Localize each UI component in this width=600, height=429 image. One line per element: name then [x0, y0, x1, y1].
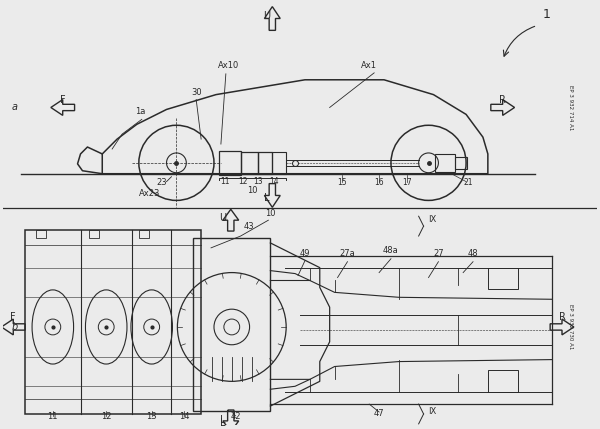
Text: b: b	[11, 322, 17, 332]
Text: F: F	[60, 94, 65, 105]
Text: EP 3 932 730 A1: EP 3 932 730 A1	[568, 304, 574, 350]
Text: 10: 10	[265, 209, 275, 218]
Text: 12: 12	[101, 412, 112, 421]
Text: 17: 17	[402, 178, 412, 187]
Text: L: L	[220, 415, 226, 425]
Text: 12: 12	[238, 177, 247, 186]
Bar	[89, 230, 99, 238]
Text: a: a	[11, 103, 17, 112]
Bar	[259, 152, 272, 174]
Text: 48: 48	[468, 249, 478, 258]
Text: 27: 27	[433, 249, 444, 258]
Text: 15: 15	[337, 178, 346, 187]
Text: L: L	[220, 418, 226, 428]
Text: IX: IX	[428, 407, 437, 416]
Bar	[36, 230, 46, 238]
Text: U: U	[263, 11, 270, 21]
Text: 11: 11	[47, 412, 58, 421]
Text: 21: 21	[463, 178, 473, 187]
Text: 14: 14	[269, 177, 279, 186]
Bar	[219, 151, 241, 175]
Text: R: R	[559, 312, 565, 322]
Text: L: L	[263, 193, 269, 203]
Bar	[488, 268, 518, 290]
Text: 14: 14	[179, 412, 190, 421]
Bar	[25, 230, 201, 414]
Text: 10: 10	[247, 187, 258, 196]
Text: 13: 13	[254, 177, 263, 186]
Bar	[193, 238, 271, 411]
Text: Ax1: Ax1	[361, 61, 377, 70]
Text: EP 3 932 714 A1: EP 3 932 714 A1	[568, 85, 574, 130]
Text: R: R	[499, 94, 506, 105]
Text: 30: 30	[191, 88, 202, 97]
Bar	[488, 371, 518, 392]
Text: 47: 47	[374, 409, 385, 418]
Text: 23: 23	[156, 178, 167, 187]
Text: 11: 11	[220, 177, 230, 186]
Text: Ax10: Ax10	[218, 61, 239, 70]
Text: U: U	[220, 213, 226, 223]
Text: 43: 43	[243, 222, 254, 231]
Text: 1a: 1a	[134, 107, 145, 116]
Text: F: F	[10, 312, 16, 322]
Bar	[455, 157, 467, 169]
Text: 16: 16	[374, 178, 384, 187]
Text: 13: 13	[146, 412, 157, 421]
Text: 48a: 48a	[383, 246, 399, 255]
Bar	[241, 152, 259, 174]
Text: IX: IX	[428, 215, 437, 224]
Bar	[139, 230, 149, 238]
Text: 42: 42	[230, 412, 241, 421]
Bar	[272, 152, 286, 174]
Bar	[436, 154, 455, 172]
Text: 49: 49	[299, 249, 310, 258]
Text: 27a: 27a	[340, 249, 355, 258]
Text: Ax23: Ax23	[139, 190, 160, 199]
Text: 1: 1	[542, 9, 550, 21]
